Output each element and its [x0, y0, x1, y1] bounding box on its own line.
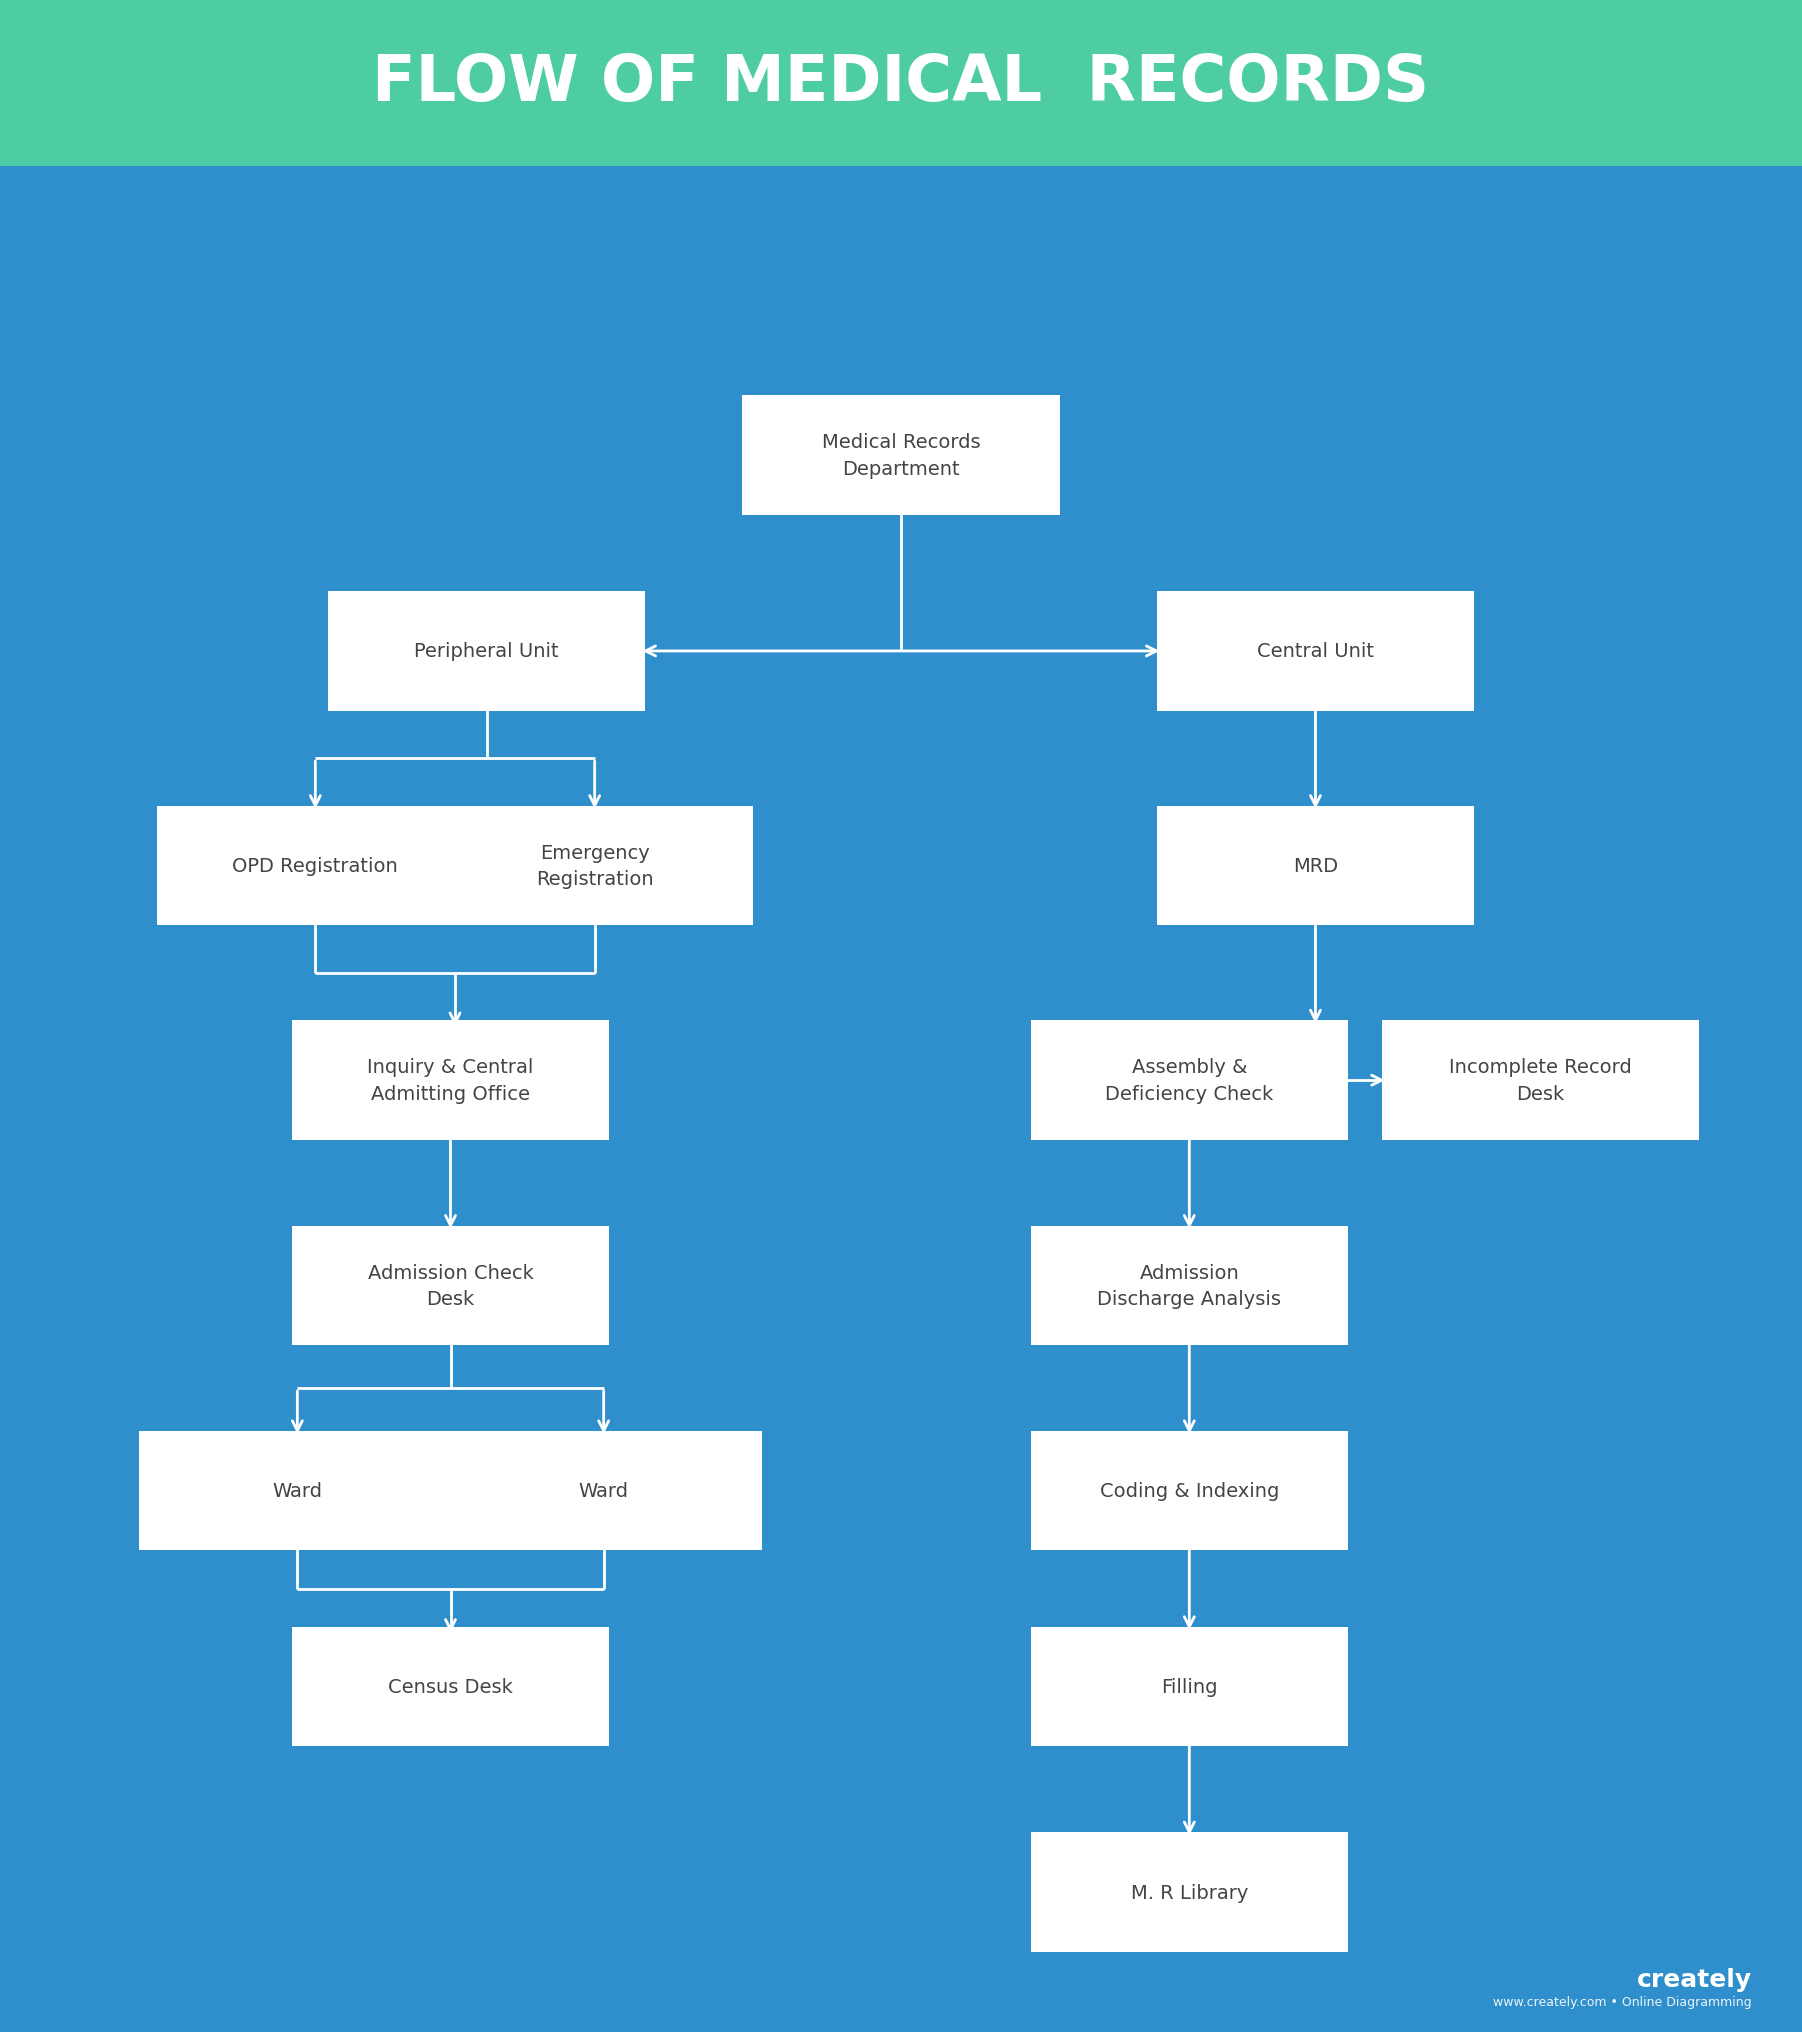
Text: M. R Library: M. R Library [1130, 1882, 1249, 1902]
FancyBboxPatch shape [157, 807, 474, 927]
Text: Central Unit: Central Unit [1258, 642, 1373, 660]
Text: Coding & Indexing: Coding & Indexing [1099, 1481, 1279, 1500]
FancyBboxPatch shape [445, 1431, 762, 1550]
Text: www.creately.com • Online Diagramming: www.creately.com • Online Diagramming [1492, 1995, 1752, 2008]
FancyBboxPatch shape [1031, 1431, 1348, 1550]
Text: Assembly &
Deficiency Check: Assembly & Deficiency Check [1105, 1059, 1274, 1103]
Text: FLOW OF MEDICAL  RECORDS: FLOW OF MEDICAL RECORDS [373, 53, 1429, 114]
FancyBboxPatch shape [742, 396, 1060, 516]
FancyBboxPatch shape [328, 591, 645, 711]
FancyBboxPatch shape [436, 807, 753, 927]
Text: Ward: Ward [272, 1481, 323, 1500]
FancyBboxPatch shape [1031, 1225, 1348, 1345]
Text: Inquiry & Central
Admitting Office: Inquiry & Central Admitting Office [368, 1059, 533, 1103]
Text: Peripheral Unit: Peripheral Unit [414, 642, 559, 660]
Text: MRD: MRD [1292, 858, 1339, 876]
FancyBboxPatch shape [139, 1431, 456, 1550]
Text: OPD Registration: OPD Registration [232, 858, 398, 876]
FancyBboxPatch shape [1031, 1628, 1348, 1748]
FancyBboxPatch shape [1031, 1020, 1348, 1140]
FancyBboxPatch shape [292, 1020, 609, 1140]
FancyBboxPatch shape [292, 1628, 609, 1748]
FancyBboxPatch shape [1157, 807, 1474, 927]
Text: Admission
Discharge Analysis: Admission Discharge Analysis [1097, 1264, 1281, 1309]
Text: creately: creately [1636, 1967, 1752, 1991]
FancyBboxPatch shape [1031, 1833, 1348, 1953]
Text: Incomplete Record
Desk: Incomplete Record Desk [1449, 1059, 1633, 1103]
Text: Census Desk: Census Desk [387, 1676, 514, 1697]
Text: Filling: Filling [1160, 1676, 1218, 1697]
FancyBboxPatch shape [1382, 1020, 1699, 1140]
Text: Admission Check
Desk: Admission Check Desk [368, 1264, 533, 1309]
FancyBboxPatch shape [1157, 591, 1474, 711]
Text: Emergency
Registration: Emergency Registration [535, 843, 654, 888]
FancyBboxPatch shape [292, 1225, 609, 1345]
Text: Medical Records
Department: Medical Records Department [822, 433, 980, 478]
Text: Ward: Ward [578, 1481, 629, 1500]
